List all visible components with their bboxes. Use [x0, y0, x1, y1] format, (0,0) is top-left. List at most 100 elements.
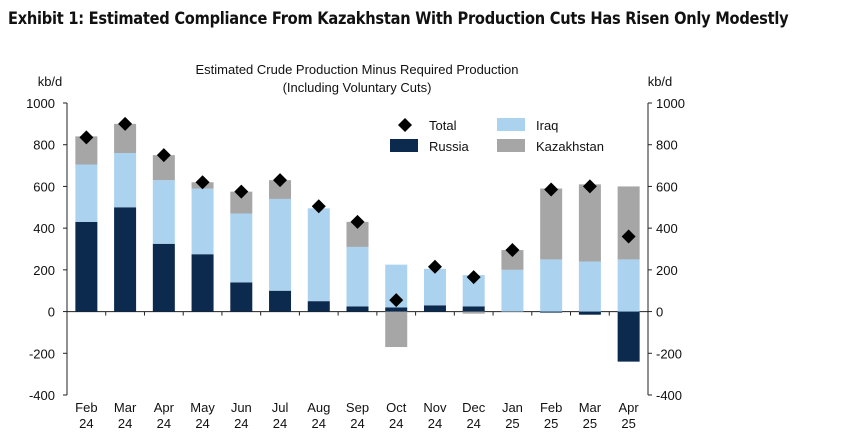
bar-kazakhstan [462, 311, 485, 314]
x-tick-label-month: Mar [114, 400, 137, 415]
bar-iraq [578, 261, 601, 312]
bar-kazakhstan [346, 221, 369, 247]
total-point [79, 130, 94, 145]
y-axis-unit-right: kb/d [648, 74, 673, 89]
bar-kazakhstan [230, 191, 253, 214]
x-tick-label-month: Dec [462, 400, 486, 415]
legend-swatch-russia [390, 139, 418, 152]
x-tick-label-year: 25 [544, 416, 558, 431]
bar-russia [269, 290, 292, 312]
bar-iraq [501, 269, 524, 312]
y-tick-label-right: -200 [656, 346, 682, 361]
x-tick-label-year: 24 [466, 416, 480, 431]
total-point [156, 148, 171, 163]
x-tick-label-month: Mar [579, 400, 602, 415]
bar-iraq [617, 259, 640, 312]
x-tick-label-month: Aug [307, 400, 330, 415]
x-tick-label-month: Feb [540, 400, 562, 415]
bar-russia [462, 306, 485, 312]
y-tick-label-right: 0 [656, 305, 663, 320]
y-tick-label-right: 1000 [656, 96, 685, 111]
x-tick-label-year: 24 [350, 416, 364, 431]
legend-swatch-total [398, 118, 412, 132]
bar-iraq [269, 198, 292, 291]
x-tick-label-month: Apr [619, 400, 640, 415]
legend-swatch-iraq [497, 118, 525, 131]
bar-kazakhstan [75, 136, 98, 165]
bar-kazakhstan [540, 188, 563, 260]
x-tick-label-month: Jun [231, 400, 252, 415]
exhibit-title: Exhibit 1: Estimated Compliance From Kaz… [8, 9, 789, 29]
total-point [118, 116, 133, 131]
bar-russia [540, 311, 563, 313]
bar-kazakhstan [501, 250, 524, 270]
bar-russia [385, 307, 408, 312]
bar-russia [75, 221, 98, 312]
y-tick-label-left: 0 [48, 305, 55, 320]
x-tick-label-year: 25 [621, 416, 635, 431]
x-tick-label-month: Nov [423, 400, 447, 415]
bar-kazakhstan [269, 180, 292, 199]
bar-russia [423, 305, 446, 312]
bar-russia [230, 282, 253, 312]
bar-russia [152, 243, 175, 312]
x-tick-label-year: 24 [79, 416, 93, 431]
legend-label-russia: Russia [429, 139, 470, 154]
y-tick-label-left: -200 [29, 346, 55, 361]
bar-russia [578, 311, 601, 315]
y-axis-unit-left: kb/d [38, 74, 63, 89]
bar-iraq [423, 268, 446, 306]
total-point [544, 182, 559, 197]
total-point [505, 243, 520, 258]
total-point [350, 214, 365, 229]
bar-russia [617, 311, 640, 362]
x-tick-label-month: Oct [386, 400, 407, 415]
total-point [311, 199, 326, 214]
bar-iraq [191, 188, 214, 255]
bar-iraq [75, 164, 98, 222]
x-tick-label-month: Apr [154, 400, 175, 415]
x-tick-label-year: 24 [195, 416, 209, 431]
x-tick-label-year: 24 [157, 416, 171, 431]
bar-kazakhstan [114, 123, 137, 154]
x-tick-label-month: Jul [272, 400, 289, 415]
total-point [621, 229, 636, 244]
total-point [273, 173, 288, 188]
x-tick-label-month: Sep [346, 400, 369, 415]
y-tick-label-right: -400 [656, 388, 682, 403]
chart-subtitle: (Including Voluntary Cuts) [283, 80, 432, 95]
x-tick-label-month: Feb [75, 400, 97, 415]
y-tick-label-right: 800 [656, 138, 678, 153]
y-tick-label-left: -400 [29, 388, 55, 403]
bar-kazakhstan [578, 184, 601, 262]
x-tick-label-year: 24 [389, 416, 403, 431]
plot-area: -400 -400 -200 -200 0 0 200 200 400 400 600 600 800 8… [26, 96, 685, 431]
total-point [389, 293, 404, 308]
bar-russia [114, 207, 137, 312]
y-tick-label-left: 600 [33, 179, 55, 194]
legend: Total Iraq Russia Kazakhstan [390, 118, 604, 154]
y-tick-label-left: 200 [33, 263, 55, 278]
total-point [234, 184, 249, 199]
bar-iraq [114, 153, 137, 208]
bar-iraq [307, 208, 330, 302]
x-tick-label-year: 24 [234, 416, 248, 431]
bar-kazakhstan [152, 155, 175, 181]
x-tick-label-year: 25 [583, 416, 597, 431]
legend-label-iraq: Iraq [536, 118, 558, 133]
y-tick-label-left: 800 [33, 138, 55, 153]
x-tick-label-month: Jan [502, 400, 523, 415]
legend-label-kazakhstan: Kazakhstan [536, 139, 604, 154]
x-tick-label-year: 24 [312, 416, 326, 431]
total-point [195, 175, 210, 190]
total-point [427, 259, 442, 274]
x-tick-label-year: 24 [428, 416, 442, 431]
y-tick-label-right: 200 [656, 263, 678, 278]
bar-iraq [152, 180, 175, 244]
chart-title: Estimated Crude Production Minus Require… [195, 62, 518, 77]
x-tick-label-month: May [190, 400, 215, 415]
bar-iraq [540, 259, 563, 312]
total-point [466, 270, 481, 285]
y-tick-label-right: 600 [656, 179, 678, 194]
